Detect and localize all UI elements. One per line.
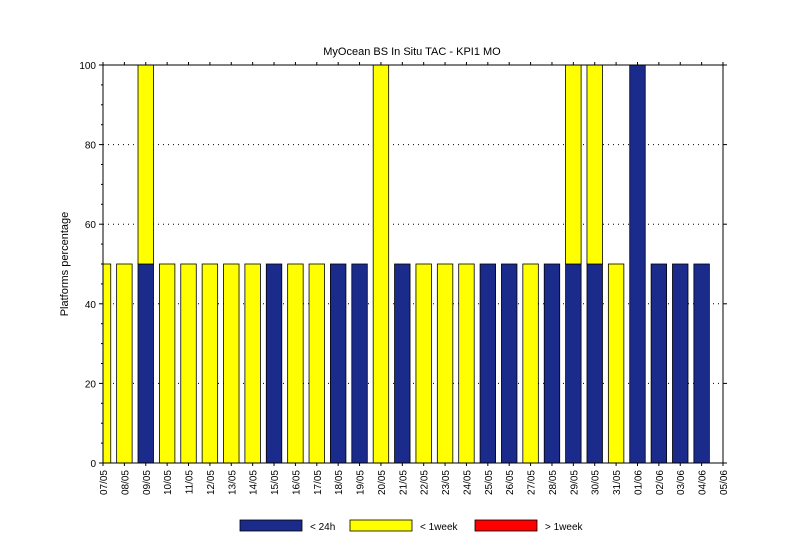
bar-segment [287, 263, 304, 464]
y-tick-label: 60 [85, 220, 97, 231]
bar-segment [394, 263, 411, 464]
bar-segment [137, 64, 154, 265]
x-tick-label: 20/05 [377, 470, 388, 495]
x-tick-label: 04/06 [698, 470, 709, 495]
x-tick-label: 12/05 [206, 470, 217, 495]
y-axis-label: Platforms percentage [59, 212, 71, 317]
bar-segment [351, 263, 368, 464]
legend-swatch [349, 519, 413, 532]
bar-segment [158, 263, 176, 464]
x-tick-label: 08/05 [120, 470, 131, 495]
x-tick-label: 01/06 [633, 470, 644, 495]
bar-segment [265, 263, 283, 464]
chart-title: MyOcean BS In Situ TAC - KPI1 MO [323, 46, 501, 58]
legend-swatch [474, 519, 538, 532]
x-tick-label: 28/05 [548, 470, 559, 495]
bar-segment [116, 263, 133, 464]
y-tick-label: 20 [85, 379, 97, 390]
bar-segment [565, 263, 582, 464]
x-tick-label: 17/05 [313, 470, 324, 495]
legend: < 24h < 1week > 1week [239, 519, 584, 533]
legend-label: < 24h [310, 522, 335, 533]
y-tick-label: 40 [85, 300, 97, 311]
x-tick-label: 30/05 [591, 470, 602, 495]
x-tick-label: 22/05 [420, 470, 431, 495]
x-tick-label: 25/05 [484, 470, 495, 495]
x-tick-label: 29/05 [569, 470, 580, 495]
x-axis: 07/05 08/05 09/05 10/05 11/05 12/05 13/05 14/05… [99, 62, 730, 495]
bar-segment [543, 263, 561, 464]
x-tick-label: 05/06 [719, 470, 730, 495]
bars [102, 64, 710, 464]
x-tick-label: 18/05 [334, 470, 345, 495]
x-tick-label: 19/05 [356, 470, 367, 495]
bar-segment [586, 263, 603, 464]
x-tick-label: 26/05 [505, 470, 516, 495]
grid-lines [103, 144, 723, 384]
x-tick-label: 02/06 [655, 470, 666, 495]
bar-segment [415, 263, 432, 464]
y-tick-label: 80 [85, 141, 97, 152]
bar-segment [308, 263, 325, 464]
bar-segment [436, 263, 454, 464]
bar-segment [693, 263, 710, 464]
x-tick-label: 21/05 [398, 470, 409, 495]
x-tick-label: 11/05 [185, 470, 196, 495]
bar-segment [565, 64, 582, 265]
bar-segment [479, 263, 496, 464]
bar-segment [244, 263, 261, 464]
legend-label: > 1week [545, 522, 584, 533]
x-tick-label: 14/05 [249, 470, 260, 495]
legend-label: < 1week [420, 522, 459, 533]
bar-segment [586, 64, 603, 265]
bar-segment [607, 263, 625, 464]
x-tick-label: 07/05 [99, 470, 110, 495]
y-tick-label: 0 [90, 459, 96, 470]
x-tick-label: 16/05 [291, 470, 302, 495]
bar-segment [180, 263, 197, 464]
bar-segment [372, 64, 390, 464]
bar-segment [672, 263, 689, 464]
bar-segment [201, 263, 219, 464]
y-axis: 0 20 40 60 80 100 [79, 61, 727, 470]
y-tick-label: 100 [79, 61, 96, 72]
bar-segment [137, 263, 154, 464]
x-tick-label: 31/05 [612, 470, 623, 495]
legend-swatch [239, 519, 303, 532]
x-tick-label: 03/06 [676, 470, 687, 495]
x-tick-label: 15/05 [270, 470, 281, 495]
x-tick-label: 24/05 [462, 470, 473, 495]
bar-segment [102, 263, 112, 464]
bar-segment [330, 263, 347, 464]
bar-segment [522, 263, 539, 464]
x-tick-label: 23/05 [441, 470, 452, 495]
bar-segment [650, 263, 668, 464]
bar-segment [501, 263, 518, 464]
bar-segment [629, 64, 646, 464]
x-tick-label: 13/05 [227, 470, 238, 495]
bar-segment [458, 263, 475, 464]
bar-segment [223, 263, 240, 464]
x-tick-label: 09/05 [142, 470, 153, 495]
x-tick-label: 27/05 [527, 470, 538, 495]
x-tick-label: 10/05 [163, 470, 174, 495]
